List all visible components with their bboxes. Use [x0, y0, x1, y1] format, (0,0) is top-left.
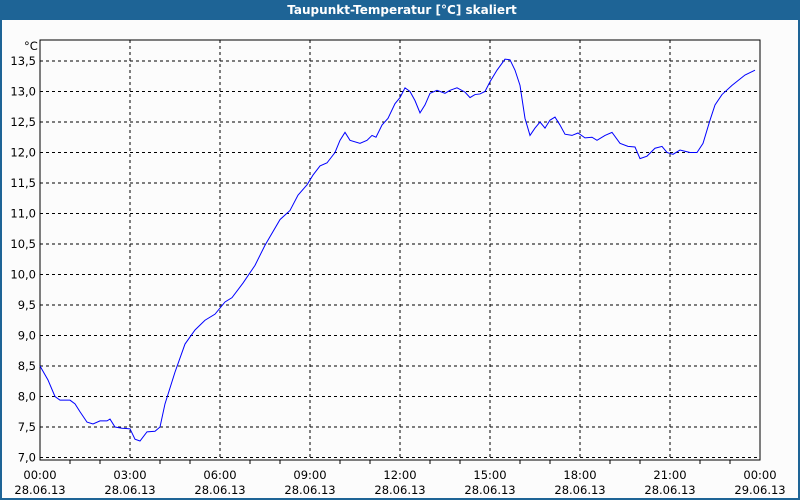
window-title: Taupunkt-Temperatur [°C] skaliert	[2, 0, 800, 20]
x-tick-date: 28.06.13	[104, 483, 155, 497]
x-tick-date: 28.06.13	[194, 483, 245, 497]
y-tick-label: 12,5	[10, 115, 36, 129]
x-tick-date: 28.06.13	[464, 483, 515, 497]
x-tick-date: 29.06.13	[734, 483, 785, 497]
x-tick-date: 28.06.13	[14, 483, 65, 497]
plot-frame	[39, 39, 761, 461]
y-tick-label: 11,5	[10, 176, 36, 190]
x-tick-time: 15:00	[473, 468, 506, 482]
y-tick-label: 12,0	[10, 146, 36, 160]
x-tick-time: 09:00	[293, 468, 326, 482]
x-tick-date: 28.06.13	[284, 483, 335, 497]
y-axis-unit-label: °C	[24, 39, 38, 53]
y-tick-label: 13,5	[10, 54, 36, 68]
y-tick-label: 13,0	[10, 85, 36, 99]
y-tick-label: 9,0	[18, 329, 36, 343]
x-tick-time: 21:00	[653, 468, 686, 482]
x-tick-time: 06:00	[203, 468, 236, 482]
x-tick-time: 18:00	[563, 468, 596, 482]
y-tick-label: 8,0	[18, 390, 36, 404]
x-tick-date: 28.06.13	[554, 483, 605, 497]
x-tick-time: 03:00	[113, 468, 146, 482]
y-tick-label: 7,5	[18, 420, 36, 434]
x-tick-time: 00:00	[23, 468, 56, 482]
dewpoint-line	[39, 58, 756, 442]
y-tick-label: 7,0	[18, 451, 36, 465]
y-tick-label: 10,5	[10, 237, 36, 251]
x-tick-date: 28.06.13	[644, 483, 695, 497]
y-tick-label: 11,0	[10, 207, 36, 221]
x-tick-date: 28.06.13	[374, 483, 425, 497]
x-tick-time: 12:00	[383, 468, 416, 482]
y-tick-label: 9,5	[18, 298, 36, 312]
y-tick-label: 8,5	[18, 359, 36, 373]
x-tick-time: 00:00	[743, 468, 776, 482]
y-tick-label: 10,0	[10, 268, 36, 282]
